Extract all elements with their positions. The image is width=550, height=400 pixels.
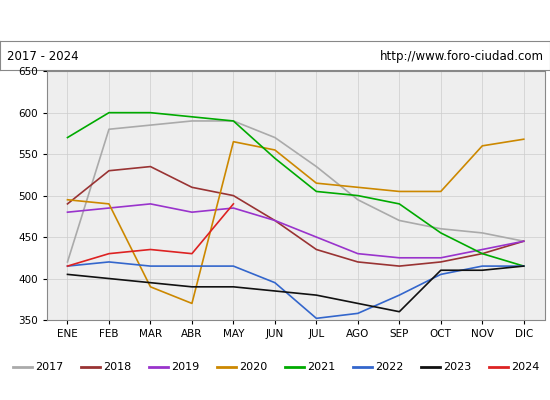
Text: 2019: 2019 (171, 362, 199, 372)
Text: 2020: 2020 (239, 362, 267, 372)
Text: 2018: 2018 (103, 362, 131, 372)
Text: 2024: 2024 (511, 362, 540, 372)
Text: 2022: 2022 (375, 362, 404, 372)
Text: 2023: 2023 (443, 362, 471, 372)
Text: http://www.foro-ciudad.com: http://www.foro-ciudad.com (379, 50, 543, 63)
Text: 2021: 2021 (307, 362, 336, 372)
Text: 2017: 2017 (35, 362, 63, 372)
Text: Evolucion del paro registrado en Sotillo de la Adrada: Evolucion del paro registrado en Sotillo… (82, 14, 468, 28)
Text: 2017 - 2024: 2017 - 2024 (7, 50, 78, 63)
